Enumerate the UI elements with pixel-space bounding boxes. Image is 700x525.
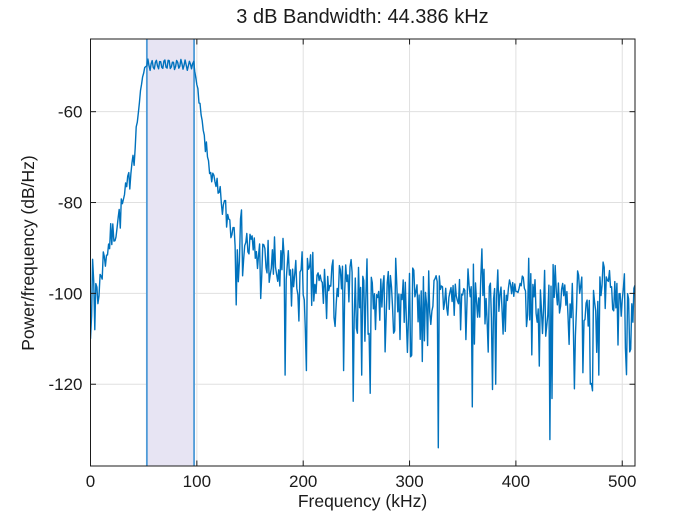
y-tick-label: -100 — [48, 284, 82, 303]
x-tick-label: 300 — [395, 472, 423, 491]
psd-line — [90, 58, 635, 449]
chart-title: 3 dB Bandwidth: 44.386 kHz — [236, 6, 489, 28]
y-tick-label: -60 — [58, 103, 83, 122]
x-tick-label: 100 — [183, 472, 211, 491]
x-tick-label: 500 — [608, 472, 636, 491]
bandwidth-region — [146, 39, 195, 466]
y-axis-label: Power/frequency (dB/Hz) — [18, 155, 38, 351]
x-tick-label: 400 — [502, 472, 530, 491]
y-tick-label: -80 — [58, 194, 83, 213]
x-tick-label: 200 — [289, 472, 317, 491]
y-tick-label: -120 — [48, 375, 82, 394]
axes-box — [90, 38, 636, 467]
x-tick-label: 0 — [86, 472, 95, 491]
x-axis-label: Frequency (kHz) — [297, 491, 428, 511]
